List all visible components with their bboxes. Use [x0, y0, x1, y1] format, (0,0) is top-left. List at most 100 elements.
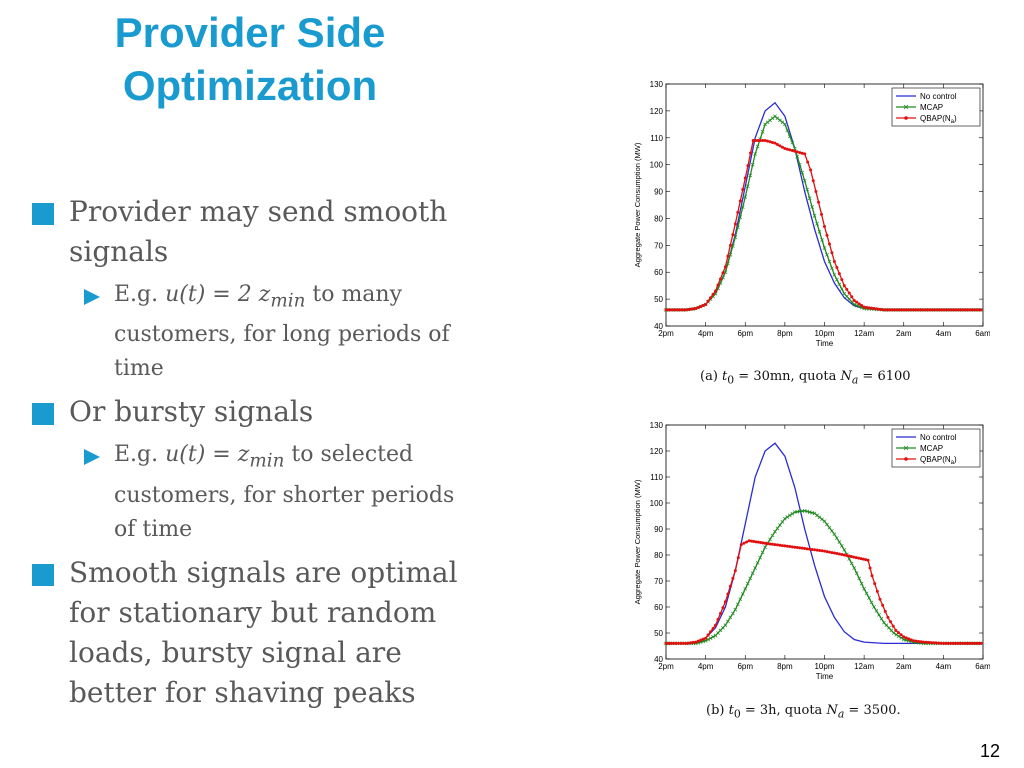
series-marker: [735, 602, 740, 607]
caption-t0-sub: 0: [727, 373, 735, 387]
series-marker: [694, 307, 698, 311]
series-marker: [855, 300, 859, 304]
series-marker: [723, 600, 727, 604]
series-marker: [723, 265, 727, 269]
series-marker: [803, 547, 807, 550]
series-marker: [817, 200, 821, 204]
series-marker: [874, 609, 879, 613]
series-marker: [694, 640, 698, 644]
x-tick-label: 2am: [896, 329, 912, 338]
series-marker: [674, 641, 678, 645]
x-tick-label: 6pm: [737, 662, 753, 671]
square-bullet-icon: [32, 403, 54, 426]
series-marker: [768, 537, 772, 542]
series-marker: [972, 308, 976, 312]
series-marker: [860, 303, 864, 307]
series-marker: [790, 511, 795, 516]
series-marker: [974, 641, 978, 645]
series-marker: [753, 152, 758, 156]
series-marker: [676, 308, 680, 312]
series-marker: [936, 641, 940, 645]
series-marker: [770, 542, 774, 546]
caption-prefix: (a): [700, 369, 723, 384]
caption-t0: t: [722, 369, 728, 384]
x-tick-label: 2pm: [658, 329, 674, 338]
legend-marker: [903, 104, 909, 110]
series-marker: [820, 549, 824, 553]
caption-t0-sub: 0: [733, 707, 741, 721]
series-marker: [909, 638, 913, 642]
y-tick-label: 50: [654, 295, 663, 304]
series-marker: [798, 151, 802, 155]
series-marker: [778, 543, 782, 547]
series-marker: [894, 628, 898, 632]
legend-label: No control: [920, 433, 957, 442]
series-marker: [962, 641, 966, 645]
x-tick-label: 10pm: [814, 662, 834, 671]
series-marker: [811, 179, 815, 183]
series-marker: [967, 641, 971, 645]
series-marker: [825, 522, 829, 527]
series-marker: [813, 548, 817, 552]
series-marker: [830, 266, 834, 271]
series-marker: [955, 308, 959, 312]
series-marker: [835, 277, 839, 282]
series-marker: [815, 221, 819, 226]
series-marker: [877, 307, 881, 311]
bullet-2: Or bursty signals: [30, 392, 500, 432]
x-tick-label: 6am: [975, 329, 990, 338]
series-marker: [852, 298, 856, 302]
series-marker: [818, 548, 822, 552]
series-marker: [957, 308, 961, 312]
series-marker: [736, 556, 740, 560]
series-marker: [758, 138, 762, 142]
series-marker: [792, 146, 797, 151]
series-marker: [847, 557, 852, 561]
series-marker: [910, 308, 914, 312]
y-tick-label: 70: [654, 241, 663, 250]
series-marker: [748, 576, 753, 581]
series-marker: [830, 529, 834, 533]
series-marker: [825, 550, 829, 554]
series-marker: [943, 308, 947, 312]
series-marker: [951, 641, 955, 645]
series-marker: [934, 641, 938, 645]
y-axis-label: Aggregate Power Consumption (MW): [633, 142, 642, 267]
x-tick-label: 2pm: [658, 662, 674, 671]
series-marker: [718, 612, 722, 615]
series-marker: [832, 259, 836, 263]
formula-suffix: to many: [305, 282, 403, 307]
series-marker: [960, 308, 964, 312]
series-marker: [733, 222, 737, 226]
series-marker: [817, 515, 822, 520]
series-marker: [931, 308, 935, 312]
y-tick-label: 80: [654, 551, 663, 560]
bullet-3-line-2: for stationary but random: [69, 595, 437, 629]
series-marker: [716, 283, 720, 287]
series-marker: [664, 641, 668, 645]
series-marker: [684, 308, 688, 312]
series-marker: [861, 557, 865, 561]
y-tick-label: 50: [654, 629, 663, 638]
series-marker: [783, 516, 787, 521]
series-marker: [805, 187, 810, 192]
series-marker: [785, 515, 790, 519]
series-marker: [795, 546, 799, 550]
series-marker: [862, 586, 866, 591]
caption-suffix: = 6100: [858, 369, 911, 384]
series-marker: [815, 513, 819, 518]
series-marker: [733, 569, 737, 573]
series-marker: [802, 178, 807, 183]
series-marker: [752, 539, 756, 543]
series-marker: [960, 641, 964, 645]
series-marker: [884, 308, 888, 312]
series-marker: [714, 623, 718, 627]
series-marker: [760, 550, 765, 555]
series-marker: [912, 639, 916, 643]
series-marker: [835, 266, 839, 270]
series-marker: [823, 549, 826, 553]
series-marker: [711, 626, 715, 630]
x-tick-label: 4am: [936, 662, 952, 671]
legend-marker: [904, 116, 908, 120]
series-marker: [807, 196, 812, 201]
